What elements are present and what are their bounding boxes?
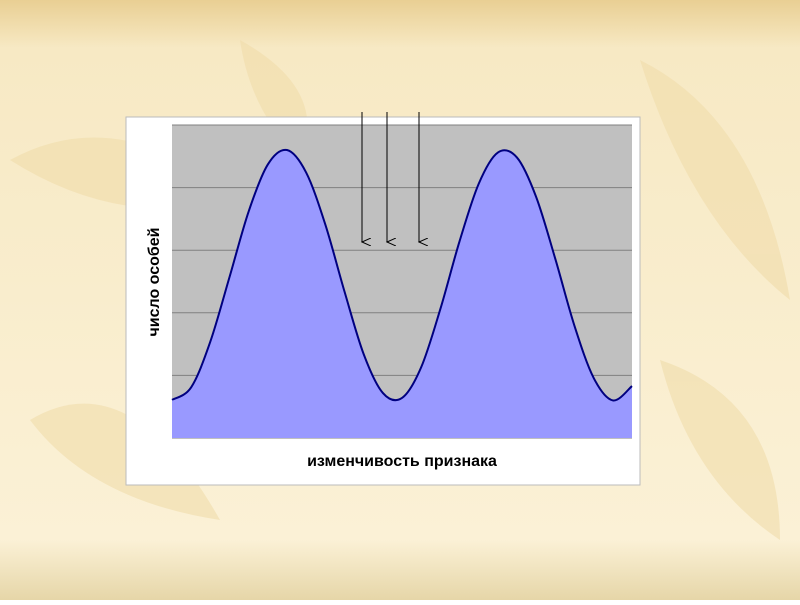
y-axis-label: число особей: [146, 227, 163, 336]
area-line: [171, 148, 633, 402]
area-fill: [172, 149, 632, 439]
x-axis-label: изменчивость признака: [307, 453, 497, 470]
leaf-pattern: [10, 40, 790, 540]
arrows: [362, 112, 419, 242]
